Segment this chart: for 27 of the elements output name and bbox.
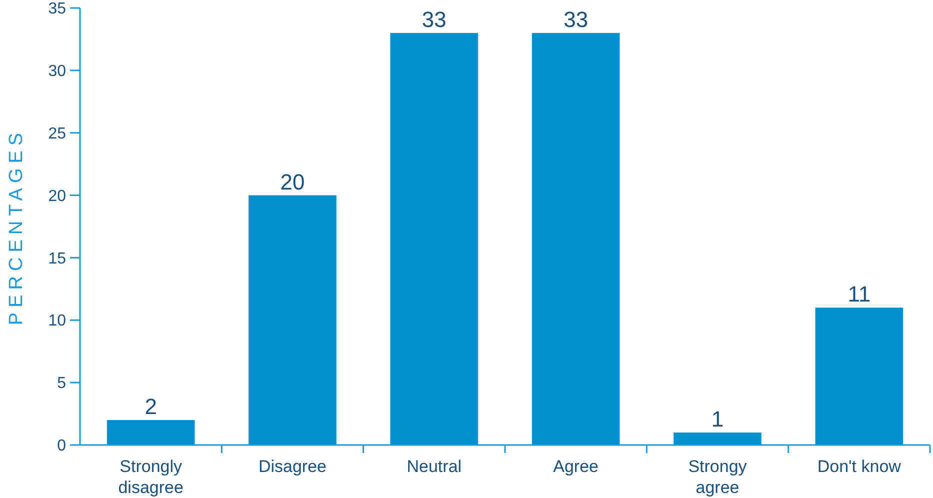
bar — [674, 432, 762, 445]
data-label: 33 — [564, 6, 588, 32]
y-tick-label: 0 — [57, 438, 66, 455]
data-label: 20 — [280, 169, 305, 194]
data-label: 1 — [711, 406, 724, 432]
bar — [248, 195, 336, 445]
y-tick-label: 20 — [48, 188, 66, 205]
y-tick-label: 10 — [48, 312, 66, 330]
x-tick-label: Strongly disagree — [118, 457, 184, 497]
x-tick-label: Strongy agree — [688, 457, 748, 497]
x-tick-label: Don't know — [817, 457, 902, 476]
x-tick-label: Neutral — [406, 457, 462, 476]
data-label: 11 — [848, 282, 871, 307]
y-tick-label: 30 — [48, 63, 66, 80]
bar — [106, 420, 195, 445]
bar — [532, 32, 620, 445]
data-label: 2 — [144, 394, 157, 420]
y-tick-label: 35 — [48, 0, 66, 18]
bar — [390, 32, 478, 445]
y-tick-label: 5 — [57, 375, 66, 392]
x-tick-label: Disagree — [258, 457, 327, 476]
y-tick-label: 15 — [48, 250, 66, 268]
y-axis-title: PERCENTAGES — [6, 128, 27, 326]
x-tick-label: Agree — [553, 457, 599, 476]
y-tick-label: 25 — [48, 125, 66, 142]
bar — [815, 308, 904, 445]
data-label: 33 — [422, 6, 446, 32]
